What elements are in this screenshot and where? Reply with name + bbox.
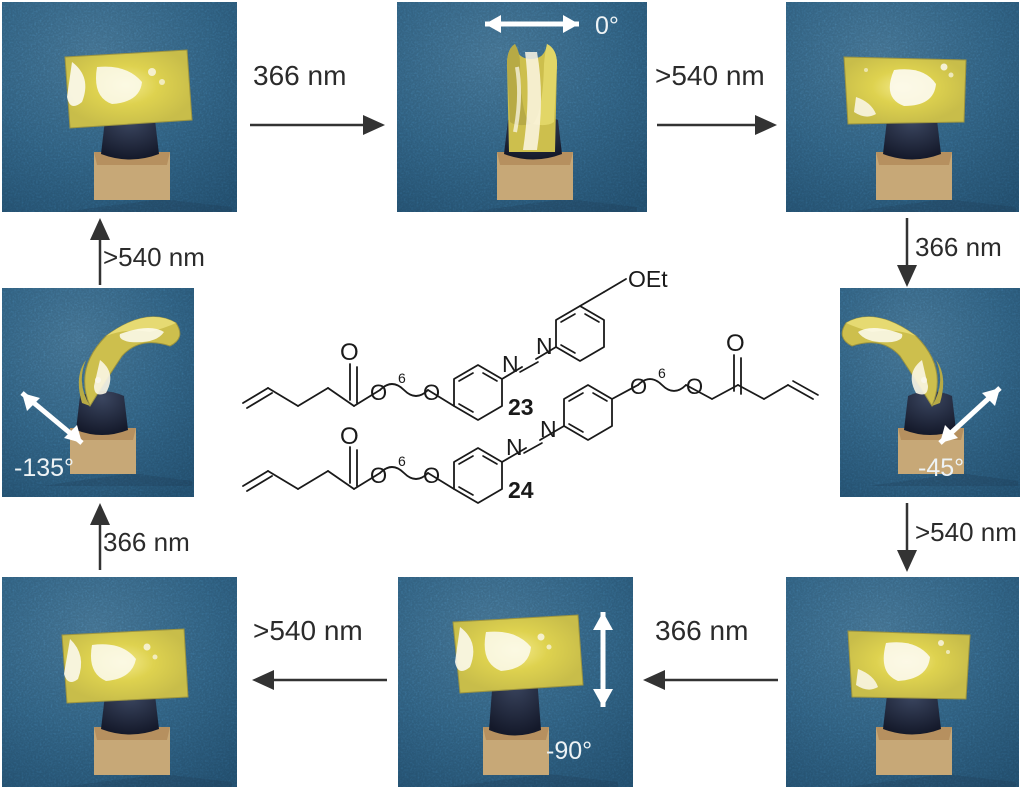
svg-text:O: O [630, 374, 647, 399]
svg-text:O: O [340, 339, 359, 366]
svg-text:-90°: -90° [546, 737, 592, 765]
svg-text:0°: 0° [595, 12, 619, 40]
svg-text:N: N [536, 333, 553, 359]
svg-text:24: 24 [508, 477, 534, 503]
svg-text:6: 6 [398, 453, 406, 469]
svg-text:6: 6 [658, 365, 666, 381]
svg-text:O: O [686, 374, 703, 399]
svg-text:N: N [506, 434, 523, 460]
svg-text:OEt: OEt [628, 266, 668, 292]
svg-text:-135°: -135° [14, 454, 74, 482]
svg-text:N: N [540, 416, 557, 442]
svg-text:O: O [726, 330, 745, 357]
svg-text:O: O [423, 463, 440, 488]
svg-text:O: O [370, 463, 387, 488]
svg-text:O: O [340, 423, 359, 450]
svg-text:-45°: -45° [918, 454, 964, 482]
